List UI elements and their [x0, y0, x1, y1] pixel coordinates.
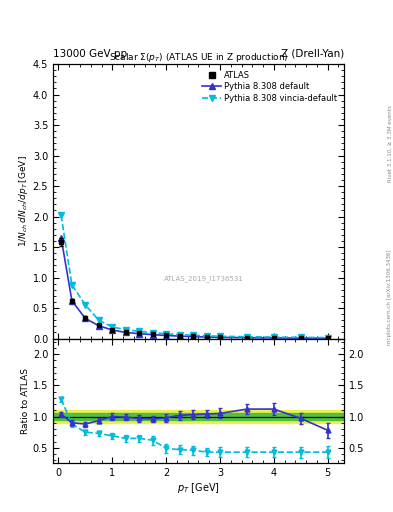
Y-axis label: Ratio to ATLAS: Ratio to ATLAS: [21, 368, 30, 434]
Y-axis label: $1/N_{ch}\,dN_{ch}/dp_T\,[\mathrm{GeV}]$: $1/N_{ch}\,dN_{ch}/dp_T\,[\mathrm{GeV}]$: [17, 156, 30, 247]
Pythia 8.308 vincia-default: [59, 212, 64, 219]
Pythia 8.308 vincia-default: [177, 332, 182, 338]
Pythia 8.308 vincia-default: [70, 282, 74, 288]
Pythia 8.308 vincia-default: [218, 333, 222, 339]
Pythia 8.308 default: [83, 315, 88, 322]
Pythia 8.308 default: [218, 334, 222, 340]
Pythia 8.308 default: [137, 331, 141, 337]
Legend: ATLAS, Pythia 8.308 default, Pythia 8.308 vincia-default: ATLAS, Pythia 8.308 default, Pythia 8.30…: [200, 68, 340, 105]
Title: Scalar $\Sigma(p_T)$ (ATLAS UE in Z production): Scalar $\Sigma(p_T)$ (ATLAS UE in Z prod…: [109, 51, 288, 64]
Pythia 8.308 default: [298, 335, 303, 341]
Line: Pythia 8.308 default: Pythia 8.308 default: [58, 235, 331, 341]
Text: ATLAS_2019_I1736531: ATLAS_2019_I1736531: [164, 275, 244, 282]
Pythia 8.308 vincia-default: [272, 334, 276, 340]
Text: Z (Drell-Yan): Z (Drell-Yan): [281, 49, 344, 59]
Pythia 8.308 default: [123, 329, 128, 335]
Text: 13000 GeV pp: 13000 GeV pp: [53, 49, 127, 59]
Pythia 8.308 vincia-default: [244, 334, 249, 340]
Pythia 8.308 vincia-default: [83, 302, 88, 308]
Pythia 8.308 vincia-default: [325, 334, 330, 340]
Bar: [53, 410, 344, 423]
Pythia 8.308 vincia-default: [191, 332, 195, 338]
Pythia 8.308 default: [70, 297, 74, 304]
Pythia 8.308 vincia-default: [164, 331, 169, 337]
Pythia 8.308 default: [96, 323, 101, 329]
Text: mcplots.cern.ch [arXiv:1306.3436]: mcplots.cern.ch [arXiv:1306.3436]: [387, 249, 392, 345]
Pythia 8.308 default: [272, 335, 276, 341]
Line: Pythia 8.308 vincia-default: Pythia 8.308 vincia-default: [58, 212, 331, 340]
X-axis label: $p_T$ [GeV]: $p_T$ [GeV]: [177, 481, 220, 495]
Pythia 8.308 vincia-default: [151, 330, 155, 336]
Pythia 8.308 vincia-default: [298, 334, 303, 340]
Bar: [53, 414, 344, 420]
Pythia 8.308 vincia-default: [137, 328, 141, 334]
Pythia 8.308 vincia-default: [123, 327, 128, 333]
Pythia 8.308 default: [177, 333, 182, 339]
Pythia 8.308 default: [59, 235, 64, 241]
Pythia 8.308 default: [191, 334, 195, 340]
Pythia 8.308 default: [325, 335, 330, 342]
Text: Rivet 3.1.10, ≥ 3.3M events: Rivet 3.1.10, ≥ 3.3M events: [387, 105, 392, 182]
Pythia 8.308 default: [244, 335, 249, 341]
Pythia 8.308 default: [151, 332, 155, 338]
Pythia 8.308 default: [164, 332, 169, 338]
Pythia 8.308 default: [110, 327, 115, 333]
Pythia 8.308 vincia-default: [204, 333, 209, 339]
Pythia 8.308 vincia-default: [96, 317, 101, 324]
Pythia 8.308 default: [204, 334, 209, 340]
Pythia 8.308 vincia-default: [110, 324, 115, 330]
